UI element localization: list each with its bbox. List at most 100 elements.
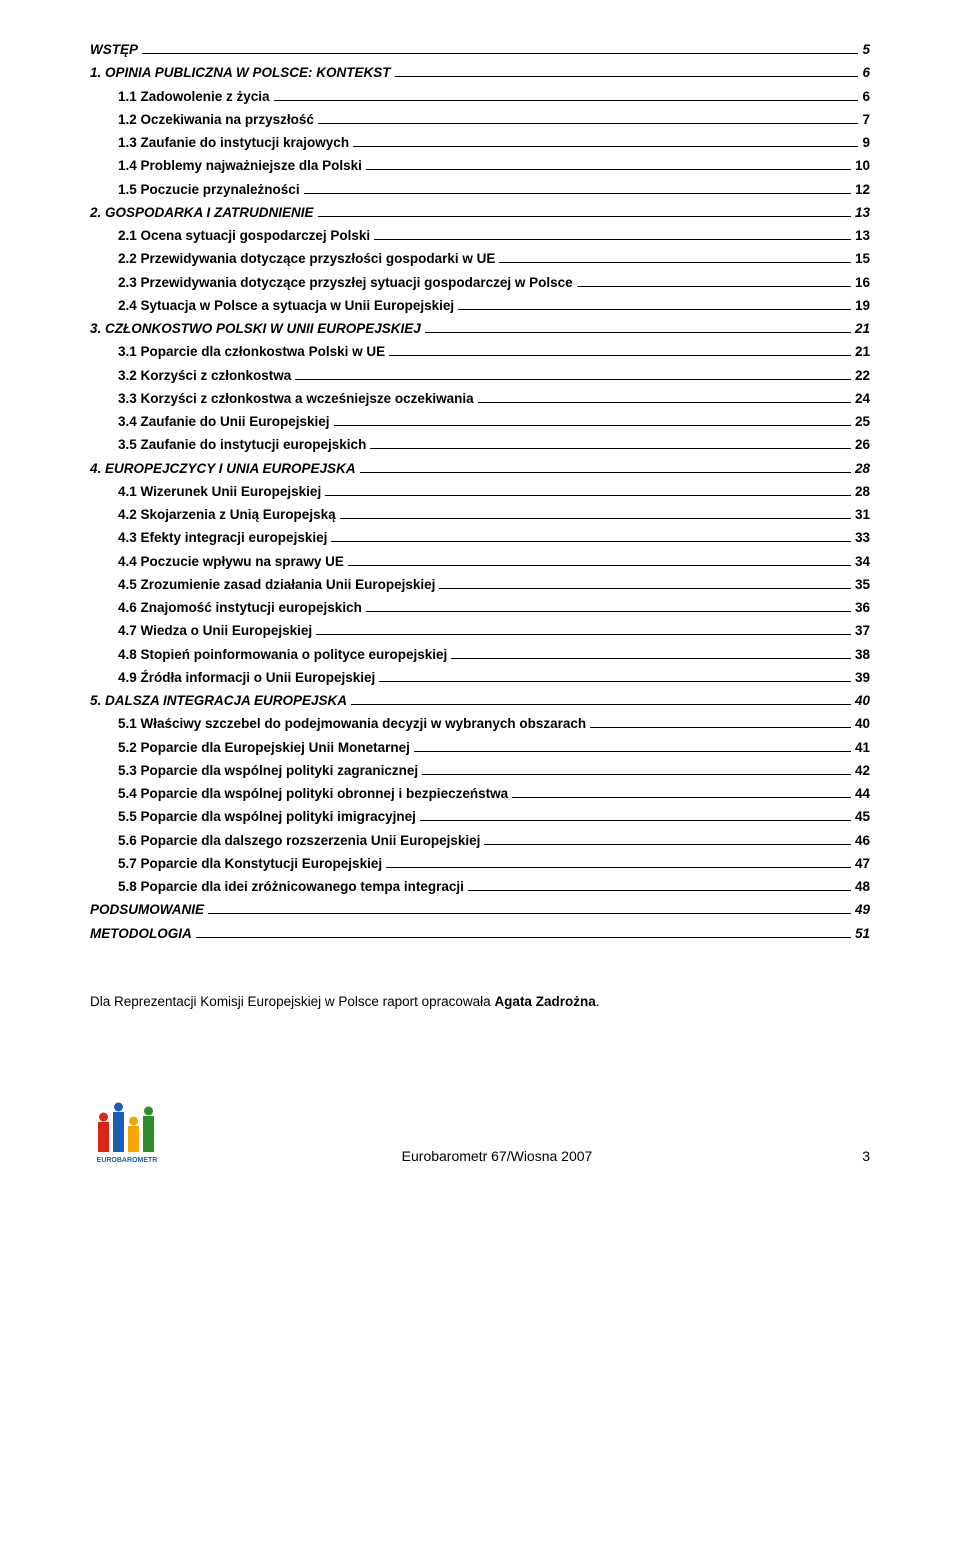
toc-label: 5.1 Właściwy szczebel do podejmowania de…: [118, 714, 586, 734]
toc-page: 7: [862, 110, 870, 130]
toc-label: 4.2 Skojarzenia z Unią Europejską: [118, 505, 336, 525]
toc-label: 3.1 Poparcie dla członkostwa Polski w UE: [118, 342, 385, 362]
toc-label: 5.3 Poparcie dla wspólnej polityki zagra…: [118, 761, 418, 781]
toc-page: 28: [855, 482, 870, 502]
toc-leader: [425, 332, 851, 333]
toc-leader: [370, 448, 851, 449]
toc-row: 5. DALSZA INTEGRACJA EUROPEJSKA 40: [90, 691, 870, 711]
toc-row: 3.3 Korzyści z członkostwa a wcześniejsz…: [90, 389, 870, 409]
toc-row: 1.5 Poczucie przynależności 12: [90, 180, 870, 200]
toc-leader: [366, 169, 851, 170]
toc-label: 3.3 Korzyści z członkostwa a wcześniejsz…: [118, 389, 474, 409]
toc-label: 5. DALSZA INTEGRACJA EUROPEJSKA: [90, 691, 347, 711]
toc-leader: [512, 797, 851, 798]
toc-row: 5.4 Poparcie dla wspólnej polityki obron…: [90, 784, 870, 804]
toc-page: 21: [855, 342, 870, 362]
toc-row: 1.2 Oczekiwania na przyszłość7: [90, 110, 870, 130]
eurobarometer-logo: EUROBAROMETR: [90, 1102, 164, 1164]
toc-label: 2.3 Przewidywania dotyczące przyszłej sy…: [118, 273, 573, 293]
toc-page: 37: [855, 621, 870, 641]
toc-label: 3. CZŁONKOSTWO POLSKI W UNII EUROPEJSKIE…: [90, 319, 421, 339]
toc-page: 46: [855, 831, 870, 851]
toc-leader: [379, 681, 851, 682]
toc-page: 12: [855, 180, 870, 200]
toc-row: 4.1 Wizerunek Unii Europejskiej 28: [90, 482, 870, 502]
toc-leader: [196, 937, 851, 938]
toc-row: 3.4 Zaufanie do Unii Europejskiej25: [90, 412, 870, 432]
toc-label: 1.5 Poczucie przynależności: [118, 180, 300, 200]
toc-leader: [389, 355, 851, 356]
toc-leader: [295, 379, 851, 380]
toc-label: METODOLOGIA: [90, 924, 192, 944]
toc-row: PODSUMOWANIE49: [90, 900, 870, 920]
svg-text:EUROBAROMETR: EUROBAROMETR: [97, 1157, 158, 1164]
toc-page: 16: [855, 273, 870, 293]
closing-suffix: .: [596, 994, 600, 1009]
toc-leader: [366, 611, 851, 612]
toc-row: 5.5 Poparcie dla wspólnej polityki imigr…: [90, 807, 870, 827]
footer: EUROBAROMETR Eurobarometr 67/Wiosna 2007…: [90, 1102, 870, 1164]
toc-page: 40: [855, 714, 870, 734]
footer-page-number: 3: [830, 1148, 870, 1164]
toc-label: 4.6 Znajomość instytucji europejskich: [118, 598, 362, 618]
toc-page: 38: [855, 645, 870, 665]
toc-row: 2.2 Przewidywania dotyczące przyszłości …: [90, 249, 870, 269]
toc-leader: [484, 844, 851, 845]
toc-leader: [318, 123, 859, 124]
closing-prefix: Dla Reprezentacji Komisji Europejskiej w…: [90, 994, 494, 1009]
toc-row: 3.2 Korzyści z członkostwa 22: [90, 366, 870, 386]
toc-page: 22: [855, 366, 870, 386]
toc-row: 1.1 Zadowolenie z życia6: [90, 87, 870, 107]
toc-page: 40: [855, 691, 870, 711]
toc-leader: [340, 518, 851, 519]
toc-leader: [304, 193, 851, 194]
toc-row: 2.4 Sytuacja w Polsce a sytuacja w Unii …: [90, 296, 870, 316]
toc-leader: [420, 820, 851, 821]
toc-label: 4.1 Wizerunek Unii Europejskiej: [118, 482, 321, 502]
toc-row: 4.4 Poczucie wpływu na sprawy UE34: [90, 552, 870, 572]
toc-page: 45: [855, 807, 870, 827]
toc-page: 39: [855, 668, 870, 688]
toc-row: 3. CZŁONKOSTWO POLSKI W UNII EUROPEJSKIE…: [90, 319, 870, 339]
toc-row: METODOLOGIA51: [90, 924, 870, 944]
toc-label: 3.2 Korzyści z członkostwa: [118, 366, 291, 386]
toc-row: 2. GOSPODARKA I ZATRUDNIENIE13: [90, 203, 870, 223]
toc-page: 24: [855, 389, 870, 409]
toc-page: 47: [855, 854, 870, 874]
toc-row: 5.2 Poparcie dla Europejskiej Unii Monet…: [90, 738, 870, 758]
toc-leader: [331, 541, 851, 542]
toc-row: 4.6 Znajomość instytucji europejskich36: [90, 598, 870, 618]
toc-row: 2.1 Ocena sytuacji gospodarczej Polski13: [90, 226, 870, 246]
toc-row: 3.1 Poparcie dla członkostwa Polski w UE…: [90, 342, 870, 362]
toc-leader: [316, 634, 851, 635]
toc-row: 4.3 Efekty integracji europejskiej 33: [90, 528, 870, 548]
toc-leader: [142, 53, 858, 54]
toc-page: 33: [855, 528, 870, 548]
toc-leader: [422, 774, 851, 775]
toc-leader: [468, 890, 851, 891]
toc-leader: [451, 658, 851, 659]
toc-label: 5.5 Poparcie dla wspólnej polityki imigr…: [118, 807, 416, 827]
toc-leader: [439, 588, 851, 589]
toc-leader: [499, 262, 851, 263]
footer-text: Eurobarometr 67/Wiosna 2007: [164, 1148, 830, 1164]
toc-label: 4.3 Efekty integracji europejskiej: [118, 528, 327, 548]
toc-row: 5.8 Poparcie dla idei zróżnicowanego tem…: [90, 877, 870, 897]
toc-page: 13: [855, 226, 870, 246]
toc-page: 25: [855, 412, 870, 432]
toc-label: 1.1 Zadowolenie z życia: [118, 87, 270, 107]
toc-row: 5.3 Poparcie dla wspólnej polityki zagra…: [90, 761, 870, 781]
toc-page: 10: [855, 156, 870, 176]
toc-row: WSTĘP5: [90, 40, 870, 60]
toc-page: 35: [855, 575, 870, 595]
toc-leader: [414, 751, 851, 752]
toc-leader: [374, 239, 851, 240]
toc-leader: [577, 286, 851, 287]
toc-leader: [348, 565, 851, 566]
toc-label: 4.5 Zrozumienie zasad działania Unii Eur…: [118, 575, 435, 595]
toc-page: 15: [855, 249, 870, 269]
toc-label: 4. EUROPEJCZYCY I UNIA EUROPEJSKA: [90, 459, 356, 479]
toc-page: 42: [855, 761, 870, 781]
toc-leader: [590, 727, 851, 728]
toc-leader: [386, 867, 851, 868]
